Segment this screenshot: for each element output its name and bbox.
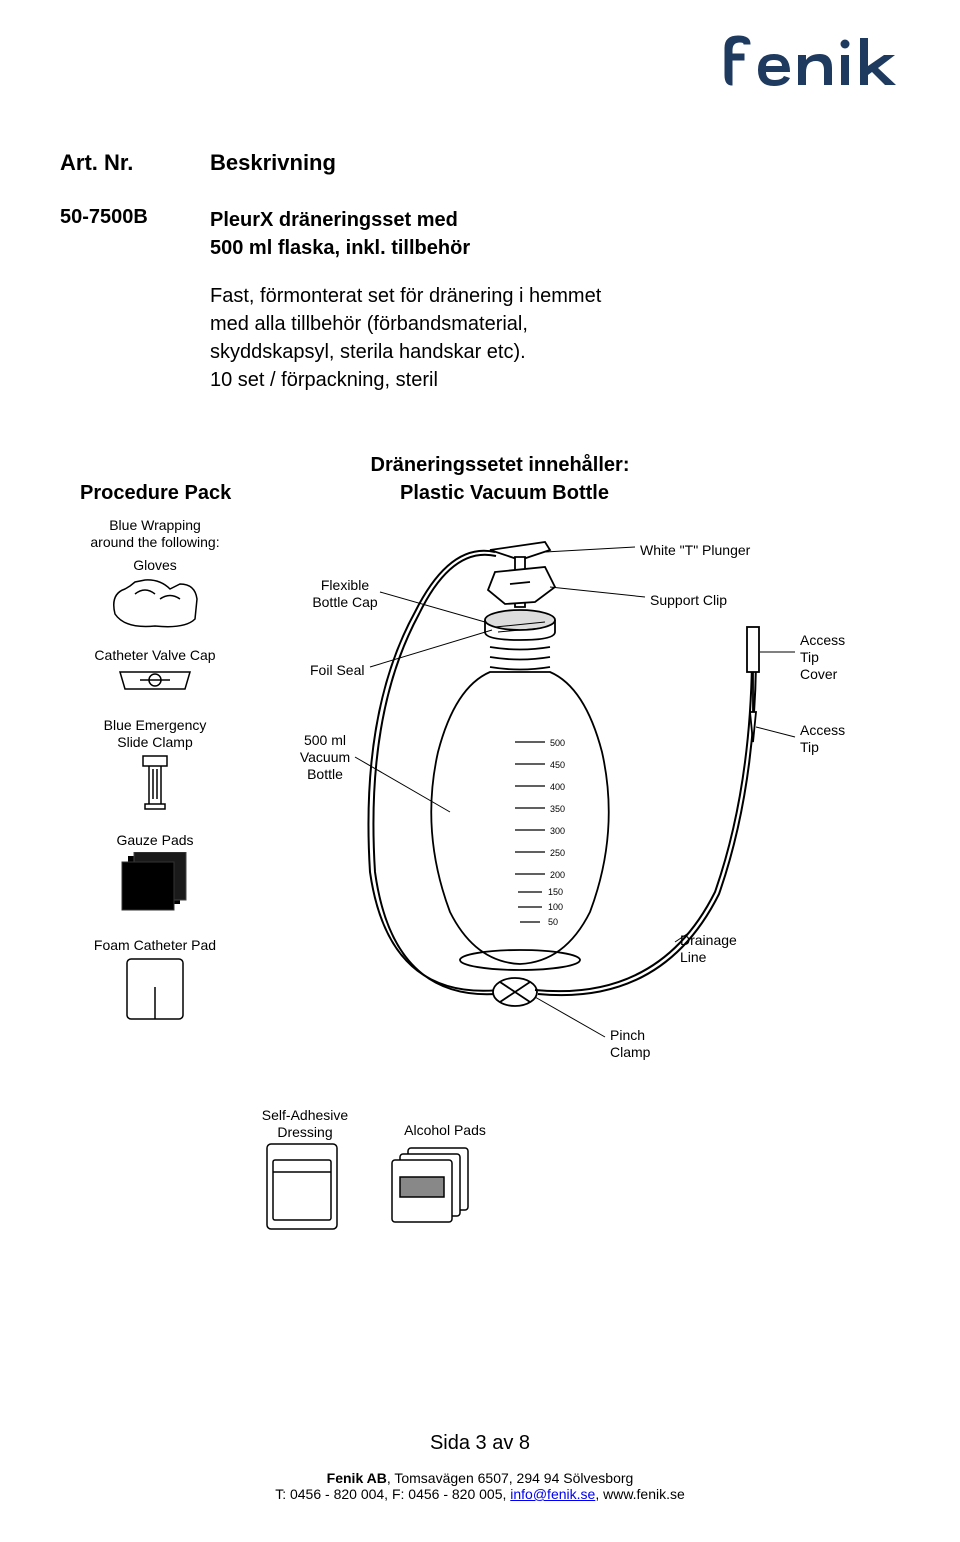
- scale-200: 200: [550, 870, 565, 880]
- scale-400: 400: [550, 782, 565, 792]
- alcohol-pads-icon: [390, 1142, 490, 1227]
- product-body-line1: Fast, förmonterat set för dränering i he…: [210, 285, 601, 307]
- gauze-pads-icon: [120, 852, 190, 912]
- scale-350: 350: [550, 804, 565, 814]
- scale-300: 300: [550, 826, 565, 836]
- product-title-line2: 500 ml flaska, inkl. tillbehör: [210, 237, 470, 259]
- scale-100: 100: [548, 902, 563, 912]
- blue-wrapping-label: Blue Wrapping around the following:: [80, 517, 230, 551]
- product-title-line1: PleurX dräneringsset med: [210, 209, 458, 231]
- col-bottle-label: Plastic Vacuum Bottle: [400, 482, 609, 505]
- vacuum-bottle-diagram-icon: [320, 512, 820, 1082]
- footer-company: Fenik AB: [327, 1470, 387, 1486]
- product-body-line2: med alla tillbehör (förbandsmaterial,: [210, 313, 528, 335]
- page-number: Sida 3 av 8: [0, 1432, 960, 1455]
- diagram-title: Dräneringssetet innehåller:: [60, 454, 900, 477]
- self-adhesive-label: Self-Adhesive Dressing: [255, 1107, 355, 1141]
- diagram-area: Procedure Pack Plastic Vacuum Bottle Blu…: [60, 482, 900, 1282]
- col-procedure-label: Procedure Pack: [80, 482, 231, 505]
- art-nr-label: Art. Nr.: [60, 150, 180, 176]
- table-header: Art. Nr. Beskrivning: [60, 150, 900, 176]
- product-title: PleurX dräneringsset med 500 ml flaska, …: [210, 206, 470, 262]
- foam-pad-icon: [125, 957, 185, 1022]
- blue-emergency-label: Blue Emergency Slide Clamp: [95, 717, 215, 751]
- footer-tel-fax: T: 0456 - 820 004, F: 0456 - 820 005,: [275, 1486, 510, 1502]
- scale-150: 150: [548, 887, 563, 897]
- product-code: 50-7500B: [60, 206, 180, 262]
- slide-clamp-icon: [135, 754, 175, 814]
- catheter-valve-cap-icon: [115, 667, 195, 697]
- footer-email-link[interactable]: info@fenik.se: [510, 1486, 595, 1502]
- brand-logo: [720, 30, 910, 115]
- footer-address: , Tomsavägen 6507, 294 94 Sölvesborg: [387, 1470, 633, 1486]
- scale-50: 50: [548, 917, 558, 927]
- self-adhesive-icon: [265, 1142, 340, 1232]
- alcohol-pads-label: Alcohol Pads: [400, 1122, 490, 1139]
- product-body: Fast, förmonterat set för dränering i he…: [210, 282, 900, 394]
- scale-500: 500: [550, 738, 565, 748]
- product-row: 50-7500B PleurX dräneringsset med 500 ml…: [60, 206, 900, 262]
- scale-250: 250: [550, 848, 565, 858]
- catheter-valve-cap-label: Catheter Valve Cap: [90, 647, 220, 664]
- page-footer: Sida 3 av 8 Fenik AB, Tomsavägen 6507, 2…: [0, 1432, 960, 1502]
- product-body-line4: 10 set / förpackning, steril: [210, 369, 438, 391]
- foam-catheter-pad-label: Foam Catheter Pad: [90, 937, 220, 954]
- product-body-line3: skyddskapsyl, sterila handskar etc).: [210, 341, 526, 363]
- footer-web: , www.fenik.se: [595, 1486, 684, 1502]
- beskrivning-label: Beskrivning: [210, 150, 336, 176]
- scale-450: 450: [550, 760, 565, 770]
- gloves-icon: [105, 574, 205, 634]
- gauze-pads-label: Gauze Pads: [110, 832, 200, 849]
- gloves-label: Gloves: [120, 557, 190, 574]
